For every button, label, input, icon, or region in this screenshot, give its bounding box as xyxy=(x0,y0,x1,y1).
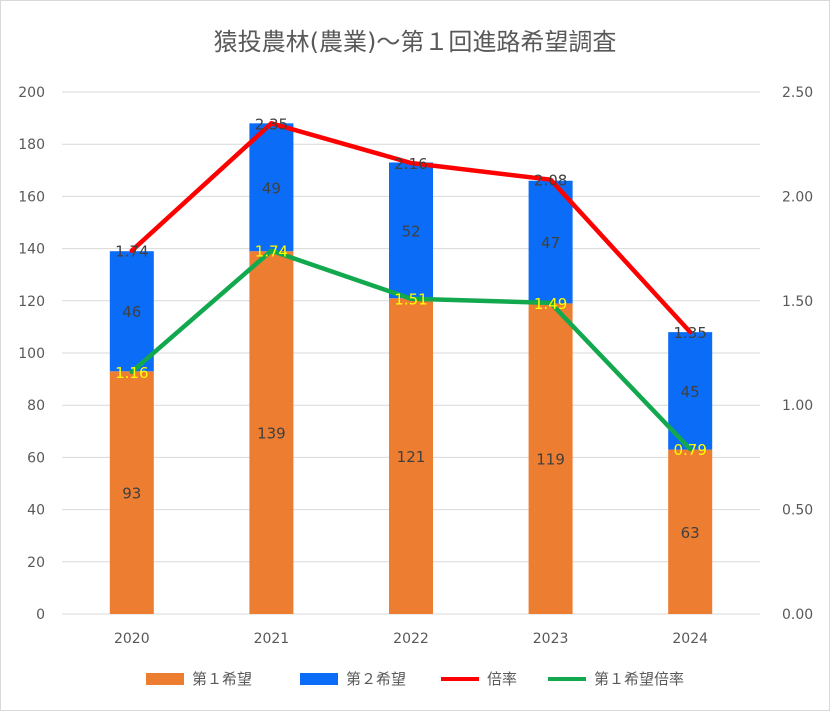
left-tick-label: 60 xyxy=(27,450,45,466)
right-tick-label: 2.00 xyxy=(782,189,813,205)
right-tick-label: 0.00 xyxy=(782,607,813,623)
bar-labels: 93 46 139 49 121 52 119 47 63 45 xyxy=(122,179,699,542)
line-value-label: 1.49 xyxy=(534,295,567,313)
left-tick-label: 200 xyxy=(18,85,45,101)
left-axis: 0 20 40 60 80 100 120 140 160 180 200 xyxy=(18,85,45,623)
x-axis: 2020 2021 2022 2023 2024 xyxy=(114,631,708,647)
bar-value-label: 52 xyxy=(401,222,420,240)
bar-2 xyxy=(389,162,433,299)
bar-value-label: 46 xyxy=(122,303,141,321)
right-tick-label: 2.50 xyxy=(782,85,813,101)
line-value-label: 2.35 xyxy=(255,115,288,133)
left-tick-label: 140 xyxy=(18,242,45,258)
line-labels: 1.74 2.35 2.16 2.08 1.35 1.16 1.74 1.51 1.49 0.79 xyxy=(115,115,707,459)
bar-2 xyxy=(668,332,713,450)
left-tick-label: 100 xyxy=(18,346,45,362)
line-series-1 xyxy=(129,121,693,335)
bar-value-label: 93 xyxy=(122,485,141,503)
left-tick-label: 180 xyxy=(18,137,45,153)
left-tick-label: 160 xyxy=(18,189,45,205)
left-tick-label: 40 xyxy=(27,503,45,519)
x-tick-label: 2021 xyxy=(254,631,290,647)
bar-1 xyxy=(109,371,154,614)
bar-value-label: 49 xyxy=(262,179,281,197)
line-value-label: 1.35 xyxy=(673,324,706,342)
bar-value-label: 119 xyxy=(536,451,565,469)
line-value-label: 2.16 xyxy=(394,155,427,173)
x-tick-label: 2023 xyxy=(533,631,569,647)
legend-label: 倍率 xyxy=(487,670,517,688)
legend-label: 第１希望 xyxy=(192,670,252,688)
legend-swatch xyxy=(300,673,338,685)
line-series-2 xyxy=(129,248,693,452)
bar-1 xyxy=(389,298,433,614)
left-tick-label: 20 xyxy=(27,555,45,571)
x-tick-label: 2024 xyxy=(672,631,708,647)
bar-1 xyxy=(249,251,294,614)
x-tick-label: 2022 xyxy=(393,631,429,647)
line-value-label: 2.08 xyxy=(534,172,567,190)
bar-2 xyxy=(249,123,294,252)
line-value-label: 0.79 xyxy=(673,441,706,459)
line-value-label: 1.51 xyxy=(394,291,427,309)
bar-value-label: 45 xyxy=(681,383,700,401)
x-tick-label: 2020 xyxy=(114,631,150,647)
bar-value-label: 47 xyxy=(541,234,560,252)
legend-swatch xyxy=(146,673,184,685)
bar-2 xyxy=(528,180,573,304)
lines xyxy=(129,121,693,452)
bar-value-label: 121 xyxy=(397,448,426,466)
right-tick-label: 0.50 xyxy=(782,503,813,519)
left-tick-label: 120 xyxy=(18,294,45,310)
bar-value-label: 139 xyxy=(257,425,286,443)
bars xyxy=(109,123,713,614)
left-tick-label: 0 xyxy=(36,607,45,623)
legend: 第１希望 第２希望 倍率 第１希望倍率 xyxy=(146,670,684,688)
line-value-label: 1.74 xyxy=(115,243,148,261)
right-axis: 0.00 0.50 1.00 1.50 2.00 2.50 xyxy=(782,85,813,623)
line-value-label: 1.16 xyxy=(115,364,148,382)
bar-value-label: 63 xyxy=(681,524,700,542)
bar-1 xyxy=(528,303,573,614)
left-tick-label: 80 xyxy=(27,398,45,414)
legend-label: 第１希望倍率 xyxy=(594,670,684,688)
right-tick-label: 1.50 xyxy=(782,294,813,310)
line-value-label: 1.74 xyxy=(255,243,288,261)
right-tick-label: 1.00 xyxy=(782,398,813,414)
legend-label: 第２希望 xyxy=(346,670,406,688)
bar-1 xyxy=(668,449,713,614)
chart-title: 猿投農林(農業)～第１回進路希望調査 xyxy=(214,28,617,56)
bar-2 xyxy=(109,251,154,372)
